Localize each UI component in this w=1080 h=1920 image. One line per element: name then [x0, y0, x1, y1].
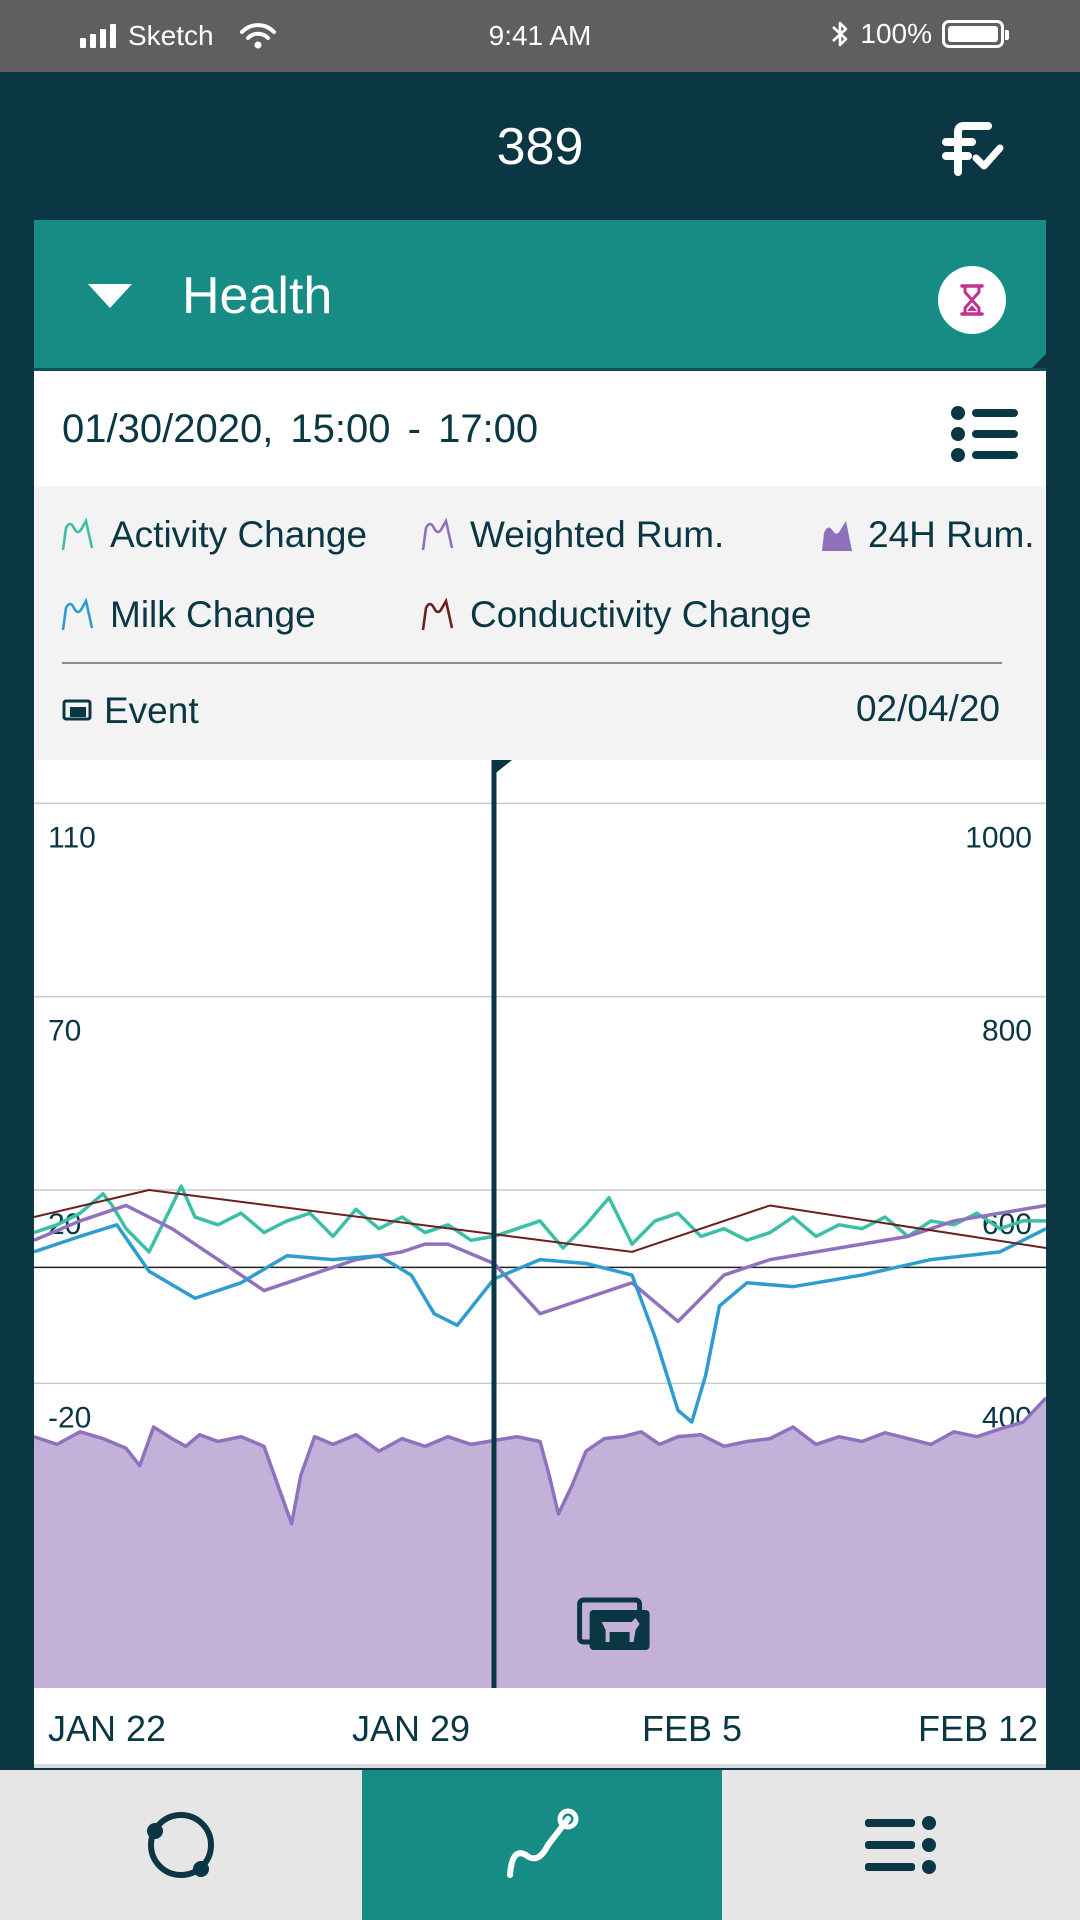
top-header: 389 — [0, 72, 1080, 220]
x-tick-label: FEB 5 — [642, 1708, 743, 1749]
event-date: 02/04/20 — [855, 688, 1000, 729]
status-bar: Sketch 9:41 AM 100% — [0, 0, 1080, 72]
menu-list-icon — [865, 1816, 936, 1874]
health-panel-header[interactable]: Health — [34, 220, 1046, 368]
line-series-icon — [61, 598, 94, 631]
legend-label: Weighted Rum. — [470, 514, 725, 555]
wifi-icon — [239, 23, 276, 49]
status-right: 100% — [830, 18, 1009, 50]
event-label: Event — [104, 690, 199, 731]
cursor-flag — [492, 760, 512, 776]
line-series-icon — [421, 598, 454, 631]
hourglass-icon — [960, 284, 984, 316]
panel-title: Health — [182, 267, 333, 325]
event-marker-icon[interactable] — [577, 1597, 650, 1650]
checklist-action-icon[interactable] — [938, 112, 1010, 184]
y-right-tick-label: 800 — [982, 1015, 1032, 1048]
carrier-label: Sketch — [128, 20, 214, 51]
date-range: 01/30/2020, 15:00 - 17:00 — [62, 407, 539, 451]
line-activity-change — [34, 1184, 1046, 1254]
line-series-icon — [61, 518, 94, 551]
legend-24h-rum[interactable]: 24H Rum. — [820, 514, 1035, 556]
x-axis: JAN 22 JAN 29 FEB 5 FEB 12 — [34, 1688, 1046, 1768]
x-tick-label: JAN 22 — [48, 1708, 167, 1749]
line-weighted-rum — [34, 1203, 1046, 1324]
status-left: Sketch — [80, 20, 276, 52]
y-left-tick-label: 70 — [48, 1015, 81, 1048]
legend-label: 24H Rum. — [868, 514, 1035, 555]
tab-overview[interactable] — [0, 1770, 362, 1920]
trend-line-icon — [507, 1808, 579, 1878]
tab-list[interactable] — [722, 1770, 1080, 1920]
hourglass-button[interactable] — [938, 266, 1006, 334]
legend-conductivity-change[interactable]: Conductivity Change — [420, 594, 811, 636]
clock: 9:41 AM — [488, 20, 592, 51]
list-icon[interactable] — [950, 405, 1020, 463]
signal-icon — [80, 24, 116, 48]
legend-divider — [62, 662, 1002, 664]
legend-label: Milk Change — [110, 594, 316, 635]
date-range-bar: 01/30/2020, 15:00 - 17:00 — [34, 368, 1046, 486]
area-24h-rum — [34, 1398, 1046, 1688]
legend-label: Activity Change — [110, 514, 368, 555]
x-tick-label: FEB 12 — [918, 1708, 1039, 1749]
collapse-caret-icon[interactable] — [88, 284, 132, 308]
legend-weighted-rum[interactable]: Weighted Rum. — [420, 514, 724, 556]
line-conductivity-change — [34, 1189, 1046, 1253]
event-icon — [62, 699, 92, 721]
bluetooth-icon — [832, 21, 848, 47]
legend-label: Conductivity Change — [470, 594, 812, 635]
x-tick-label: JAN 29 — [352, 1708, 471, 1749]
bottom-nav — [0, 1770, 1080, 1920]
y-left-tick-label: 110 — [48, 821, 96, 854]
battery-percent: 100% — [860, 18, 932, 49]
chart-legend: Activity Change Weighted Rum. 24H Rum. M… — [34, 486, 1046, 760]
cycle-icon — [147, 1812, 214, 1878]
line-24h-rum — [34, 1396, 1046, 1526]
panel-corner — [1032, 354, 1046, 368]
legend-event[interactable]: Event — [62, 690, 199, 732]
legend-milk-change[interactable]: Milk Change — [60, 594, 316, 636]
battery-icon — [942, 20, 1009, 48]
line-milk-change — [34, 1223, 1046, 1424]
cow-id-title: 389 — [496, 118, 584, 176]
y-left-tick-label: -20 — [48, 1401, 91, 1434]
area-series-icon — [822, 521, 852, 551]
tab-chart[interactable] — [362, 1770, 722, 1920]
line-series-icon — [421, 518, 454, 551]
health-panel: Health 01/30/2020, 15:00 - 17:00 Activit… — [34, 220, 1046, 1768]
legend-activity-change[interactable]: Activity Change — [60, 514, 367, 556]
y-right-tick-label: 1000 — [965, 821, 1032, 854]
